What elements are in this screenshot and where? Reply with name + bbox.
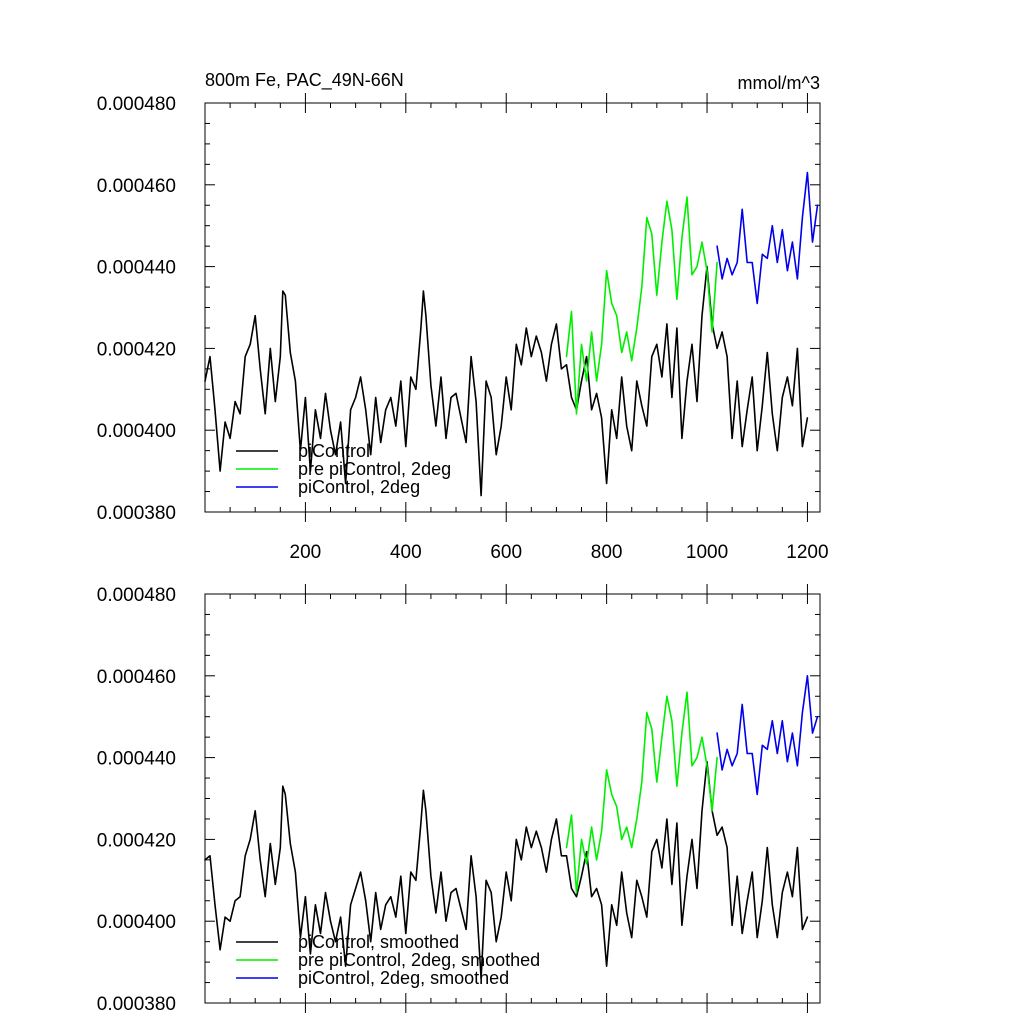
top-y-tick-label: 0.000380 <box>97 503 176 524</box>
top-x-tick-label: 1000 <box>686 542 728 563</box>
bottom-series-line-1 <box>565 691 718 894</box>
bottom-series-line-2 <box>716 674 819 796</box>
top-y-tick-label: 0.000400 <box>97 421 176 442</box>
top-series-line-2 <box>716 171 819 305</box>
units-label: mmol/m^3 <box>738 73 820 93</box>
bottom-y-tick-label: 0.000380 <box>97 994 176 1015</box>
top-x-tick-label: 800 <box>591 542 623 563</box>
bottom-legend-label-1: pre piControl, 2deg, smoothed <box>298 950 540 970</box>
top-y-tick-label: 0.000420 <box>97 339 176 360</box>
bottom-y-tick-label: 0.000460 <box>97 667 176 688</box>
top-legend-label-2: piControl, 2deg <box>298 477 420 497</box>
chart-title: 800m Fe, PAC_49N-66N <box>205 70 404 91</box>
bottom-y-tick-label: 0.000400 <box>97 912 176 933</box>
bottom-y-tick-label: 0.000420 <box>97 830 176 851</box>
bottom-legend-label-0: piControl, smoothed <box>298 932 459 952</box>
top-legend-label-1: pre piControl, 2deg <box>298 459 451 479</box>
bottom-legend-label-2: piControl, 2deg, smoothed <box>298 968 509 988</box>
top-panel: 0.000380 0.000400 0.000420 0.000440 0.000460… <box>97 70 829 563</box>
top-x-tick-label: 200 <box>290 542 322 563</box>
top-y-tick-label: 0.000460 <box>97 176 176 197</box>
top-y-tick-label: 0.000440 <box>97 258 176 279</box>
top-series-line-1 <box>565 196 718 415</box>
top-y-tick-label: 0.000480 <box>97 94 176 115</box>
top-x-tick-label: 600 <box>490 542 522 563</box>
bottom-y-tick-label: 0.000440 <box>97 749 176 770</box>
bottom-panel: 0.000380 0.000400 0.000420 0.000440 0.000460… <box>97 584 821 1015</box>
top-legend-label-0: piControl <box>298 441 370 461</box>
bottom-y-tick-label: 0.000480 <box>97 585 176 606</box>
top-x-tick-label: 1200 <box>786 542 828 563</box>
top-series-line-0 <box>204 265 809 497</box>
bottom-series-line-0 <box>204 760 809 980</box>
top-x-tick-label: 400 <box>390 542 422 563</box>
